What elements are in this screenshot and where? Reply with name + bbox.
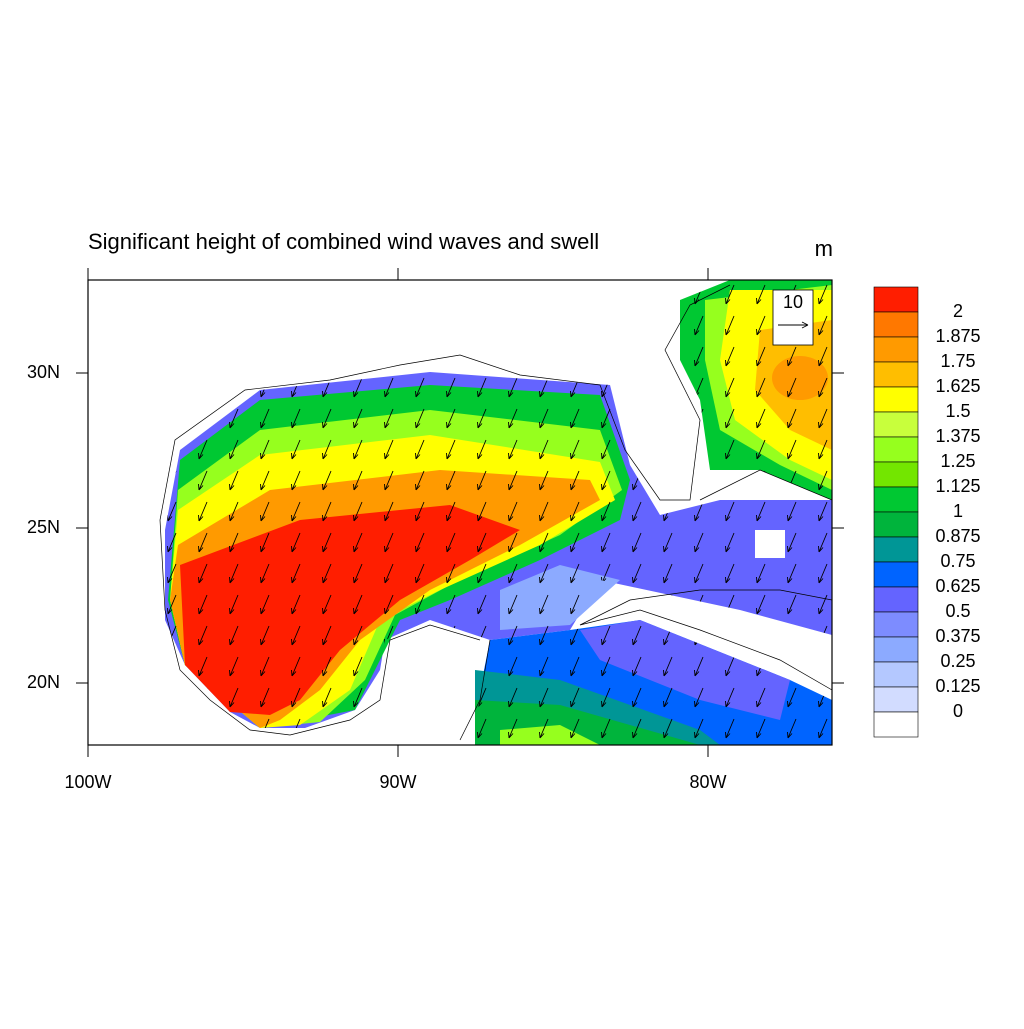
colorbar-box [873, 661, 919, 688]
colorbar-label: 0.375 [935, 626, 980, 646]
colorbar-box [873, 311, 919, 338]
colorbar-box [873, 611, 919, 638]
colorbar-label: 1.5 [945, 401, 970, 421]
colorbar-label: 1.125 [935, 476, 980, 496]
colorbar-box [873, 336, 919, 363]
y-tick-label: 25N [27, 517, 60, 537]
colorbar-box [873, 386, 919, 413]
colorbar-box [873, 461, 919, 488]
colorbar-box [873, 361, 919, 388]
units-label: m [815, 236, 833, 261]
colorbar-label: 1.875 [935, 326, 980, 346]
colorbar-box [873, 586, 919, 613]
colorbar-box [873, 436, 919, 463]
x-tick-label: 80W [689, 772, 726, 792]
chart-title: Significant height of combined wind wave… [88, 229, 599, 254]
x-tick-label: 90W [379, 772, 416, 792]
colorbar-label: 0.75 [940, 551, 975, 571]
colorbar-label: 0 [953, 701, 963, 721]
colorbar-label: 1.625 [935, 376, 980, 396]
colorbar-label: 2 [953, 301, 963, 321]
colorbar-box [873, 486, 919, 513]
colorbar-label: 0.125 [935, 676, 980, 696]
x-tick-label: 100W [64, 772, 111, 792]
colorbar-box [873, 411, 919, 438]
colorbar-label: 1.75 [940, 351, 975, 371]
y-tick-label: 30N [27, 362, 60, 382]
reference-vector-arrow [778, 321, 809, 329]
y-tick-label: 20N [27, 672, 60, 692]
colorbar-box [873, 511, 919, 538]
colorbar-label: 1 [953, 501, 963, 521]
wave-field [159, 280, 832, 745]
colorbar-box [873, 636, 919, 663]
colorbar-box [873, 536, 919, 563]
colorbar-label: 0.625 [935, 576, 980, 596]
colorbar-label: 0.5 [945, 601, 970, 621]
colorbar-label: 0.25 [940, 651, 975, 671]
colorbar-box [873, 711, 919, 738]
colorbar-box [873, 561, 919, 588]
reference-vector-box [772, 289, 814, 346]
colorbar-box [873, 286, 919, 313]
colorbar-label: 1.25 [940, 451, 975, 471]
colorbar-box [873, 686, 919, 713]
colorbar-label: 0.875 [935, 526, 980, 546]
plot-frame [87, 279, 833, 746]
reference-vector-label: 10 [783, 292, 803, 312]
colorbar-label: 1.375 [935, 426, 980, 446]
